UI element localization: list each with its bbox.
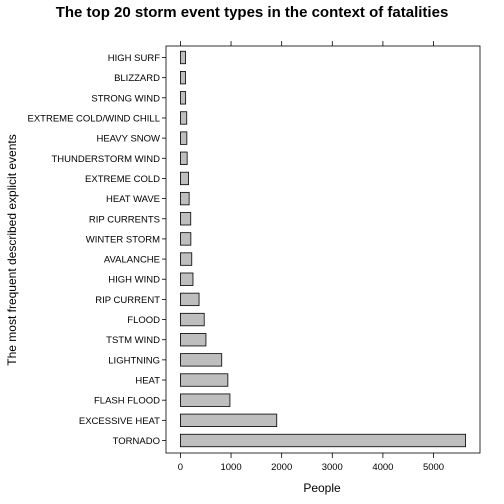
- category-label: FLASH FLOOD: [94, 396, 160, 407]
- category-label: BLIZZARD: [114, 73, 160, 84]
- bar-flood: [180, 313, 204, 326]
- bar-heat: [180, 374, 227, 387]
- bar-high-wind: [180, 273, 193, 286]
- category-label: RIP CURRENT: [95, 295, 160, 306]
- x-tick-label: 5000: [423, 462, 444, 473]
- x-tick-label: 1000: [220, 462, 241, 473]
- category-label: RIP CURRENTS: [89, 214, 160, 225]
- x-tick-label: 0: [178, 462, 183, 473]
- bar-heat-wave: [180, 192, 189, 205]
- category-label: THUNDERSTORM WIND: [51, 154, 160, 165]
- bar-heavy-snow: [180, 132, 186, 145]
- bar-rip-current: [180, 293, 199, 306]
- chart-title: The top 20 storm event types in the cont…: [56, 4, 449, 21]
- category-label: LIGHTNING: [108, 355, 160, 366]
- bars-group: [180, 51, 465, 447]
- category-label: HIGH WIND: [108, 275, 160, 286]
- category-label: EXTREME COLD: [85, 174, 160, 185]
- bar-blizzard: [180, 71, 185, 84]
- category-label: HEAVY SNOW: [96, 134, 160, 145]
- plot-frame: [166, 46, 480, 453]
- bar-winter-storm: [180, 233, 190, 246]
- bar-extreme-cold: [180, 172, 188, 185]
- bar-extreme-cold-wind-chill: [180, 112, 186, 125]
- bar-strong-wind: [180, 92, 185, 105]
- x-axis-label: People: [303, 481, 341, 495]
- bar-thunderstorm-wind: [180, 152, 187, 165]
- x-tick-label: 3000: [322, 462, 343, 473]
- bar-tstm-wind: [180, 333, 206, 346]
- category-labels: TORNADO EXCESSIVE HEAT FLASH FLOOD HEAT LIGH…: [28, 53, 167, 447]
- category-label: EXCESSIVE HEAT: [79, 416, 160, 427]
- bar-rip-currents: [180, 213, 190, 226]
- bar-lightning: [180, 354, 221, 367]
- bar-avalanche: [180, 253, 191, 266]
- category-label: EXTREME COLD/WIND CHILL: [28, 113, 161, 124]
- category-label: WINTER STORM: [86, 234, 160, 245]
- category-label: AVALANCHE: [104, 255, 160, 266]
- category-label: FLOOD: [127, 315, 160, 326]
- y-axis-label: The most frequent described explicit eve…: [5, 134, 19, 365]
- category-label: HEAT: [135, 376, 160, 387]
- bar-excessive-heat: [180, 414, 276, 427]
- x-tick-label: 4000: [372, 462, 393, 473]
- category-label: STRONG WIND: [91, 93, 160, 104]
- bar-flash-flood: [180, 394, 230, 407]
- x-tick-label: 2000: [271, 462, 292, 473]
- bar-tornado: [180, 434, 465, 447]
- category-label: TORNADO: [113, 436, 160, 447]
- x-ticks: 0 1000 2000 3000 4000 5000: [178, 41, 444, 473]
- category-label: HEAT WAVE: [106, 194, 160, 205]
- category-label: TSTM WIND: [106, 335, 160, 346]
- bar-high-surf: [180, 51, 185, 64]
- category-label: HIGH SURF: [108, 53, 160, 64]
